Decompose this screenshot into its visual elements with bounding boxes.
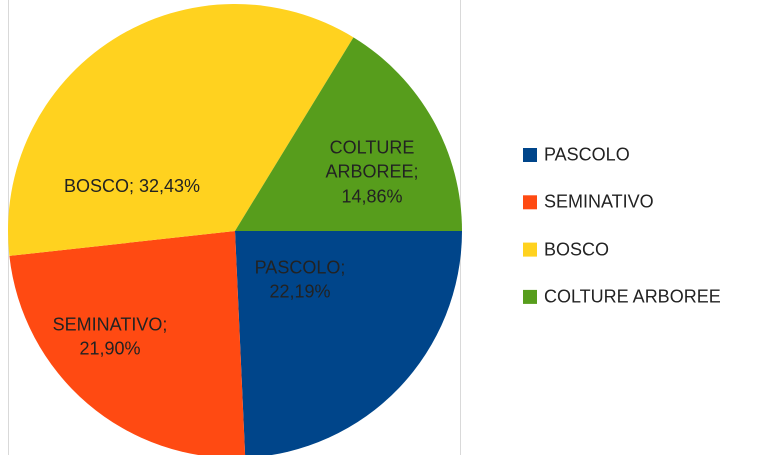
data-label: SEMINATIVO; 21,90% <box>52 314 168 359</box>
legend-label: PASCOLO <box>544 144 630 165</box>
legend-label: BOSCO <box>544 239 610 260</box>
data-label: COLTURE ARBOREE; 14,86% <box>325 137 419 207</box>
data-label: BOSCO; 32,43% <box>63 175 201 196</box>
legend-label: SEMINATIVO <box>544 191 654 212</box>
pie-slice <box>9 231 246 455</box>
legend-swatch <box>523 148 537 162</box>
pie-slice <box>235 37 462 231</box>
legend-swatch <box>523 242 537 257</box>
legend-label: COLTURE ARBOREE <box>544 286 721 307</box>
data-label: PASCOLO; 22,19% <box>254 257 346 302</box>
pie-slice <box>235 231 462 455</box>
legend-swatch <box>523 195 537 210</box>
pie-slice <box>7 4 354 256</box>
legend-swatch <box>523 289 537 304</box>
